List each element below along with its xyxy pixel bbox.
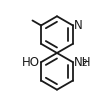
Text: HO: HO [22,56,40,69]
Text: N: N [74,19,83,32]
Text: 2: 2 [81,59,87,68]
Text: NH: NH [74,56,92,69]
